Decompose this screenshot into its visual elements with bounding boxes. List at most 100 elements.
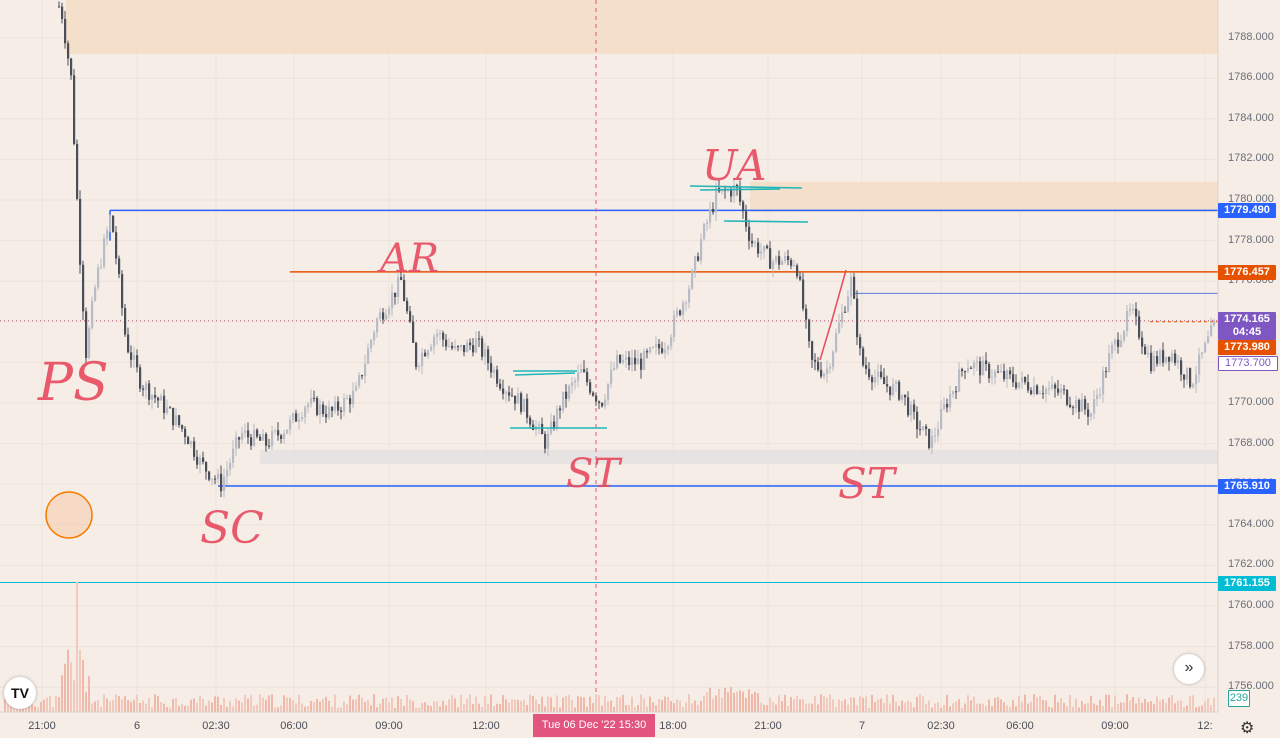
candle-body xyxy=(427,350,430,357)
candle-body xyxy=(955,391,958,393)
candle-body xyxy=(328,407,331,418)
candle-body xyxy=(91,300,94,328)
candle-body xyxy=(1105,371,1108,373)
candle-body xyxy=(865,365,868,369)
volume-bar xyxy=(493,706,495,712)
volume-bar xyxy=(133,699,135,712)
candle-body xyxy=(547,433,550,449)
candle-body xyxy=(217,473,220,480)
volume-bar xyxy=(538,704,540,712)
candle-body xyxy=(760,251,763,254)
candle-body xyxy=(358,375,361,387)
candle-body xyxy=(970,367,973,369)
candle-body xyxy=(703,223,706,240)
gear-icon[interactable]: ⚙ xyxy=(1240,720,1255,737)
volume-bar xyxy=(628,704,630,712)
volume-bar xyxy=(316,699,318,712)
volume-bar xyxy=(871,694,873,712)
volume-bar xyxy=(943,704,945,712)
volume-bar xyxy=(49,696,51,712)
volume-bar xyxy=(1036,697,1038,712)
candle-body xyxy=(508,392,511,396)
candle-body xyxy=(337,401,340,411)
volume-bar xyxy=(517,699,519,712)
candle-body xyxy=(1204,342,1207,353)
candle-body xyxy=(403,279,406,301)
candle-body xyxy=(1171,353,1174,362)
candle-body xyxy=(193,441,196,457)
volume-bar xyxy=(955,701,957,712)
candle-body xyxy=(529,417,532,425)
candle-body xyxy=(475,338,478,353)
scroll-to-realtime-button[interactable]: » xyxy=(1174,654,1204,684)
candle-body xyxy=(769,248,772,269)
volume-bar xyxy=(799,699,801,712)
candle-body xyxy=(124,308,127,335)
candle-body xyxy=(562,391,565,411)
candle-body xyxy=(919,429,922,431)
candle-body xyxy=(1060,389,1063,393)
volume-bar xyxy=(115,694,117,712)
tradingview-logo[interactable]: TV xyxy=(4,677,36,709)
candle-body xyxy=(1021,376,1024,383)
candle-body xyxy=(214,478,217,480)
volume-bar xyxy=(844,699,846,712)
candle-body xyxy=(691,270,694,289)
volume-bar xyxy=(238,700,240,712)
volume-bar xyxy=(820,694,822,712)
volume-bar xyxy=(187,705,189,712)
candle-body xyxy=(1078,400,1081,412)
volume-bar xyxy=(667,696,669,712)
candle-body xyxy=(1138,316,1141,338)
candle-body xyxy=(1057,388,1060,393)
candle-body xyxy=(802,279,805,309)
volume-bar xyxy=(742,691,744,712)
candle-body xyxy=(1165,356,1168,363)
candle-body xyxy=(58,6,61,8)
candle-body xyxy=(460,345,463,348)
volume-bar xyxy=(952,703,954,712)
volume-bar xyxy=(307,706,309,712)
candle-body xyxy=(1036,385,1039,394)
candle-body xyxy=(778,256,781,265)
volume-bar xyxy=(616,696,618,712)
volume-bar xyxy=(859,696,861,712)
volume-bar xyxy=(721,697,723,712)
candle-body xyxy=(874,377,877,383)
candle-body xyxy=(964,371,967,373)
volume-bar xyxy=(241,702,243,712)
volume-bar xyxy=(694,700,696,712)
time-tick-label: 12: xyxy=(1197,720,1213,732)
candle-body xyxy=(883,377,886,385)
time-tick-label: 21:00 xyxy=(28,720,56,732)
candle-body xyxy=(667,346,670,350)
candle-body xyxy=(1033,385,1036,395)
candle-body xyxy=(661,348,664,353)
volume-bar xyxy=(691,703,693,712)
candle-body xyxy=(373,332,376,341)
volume-bar xyxy=(1009,706,1011,712)
candle-body xyxy=(1054,384,1057,389)
volume-bar xyxy=(892,694,894,712)
candle-body xyxy=(235,437,238,449)
candle-body xyxy=(985,360,988,365)
candle-body xyxy=(862,348,865,366)
candle-body xyxy=(715,188,718,213)
volume-bar xyxy=(292,700,294,712)
volume-bar xyxy=(337,707,339,712)
candle-body xyxy=(916,411,919,430)
volume-bar xyxy=(274,707,276,712)
candle-body xyxy=(685,302,688,304)
volume-bar xyxy=(1084,704,1086,712)
volume-bar xyxy=(286,697,288,712)
volume-bar xyxy=(1051,707,1053,712)
candle-body xyxy=(967,367,970,372)
volume-bar xyxy=(475,696,477,712)
volume-bar xyxy=(193,698,195,712)
volume-bar xyxy=(397,696,399,712)
volume-bar xyxy=(496,703,498,712)
volume-bar xyxy=(1177,700,1179,712)
candle-body xyxy=(493,369,496,373)
